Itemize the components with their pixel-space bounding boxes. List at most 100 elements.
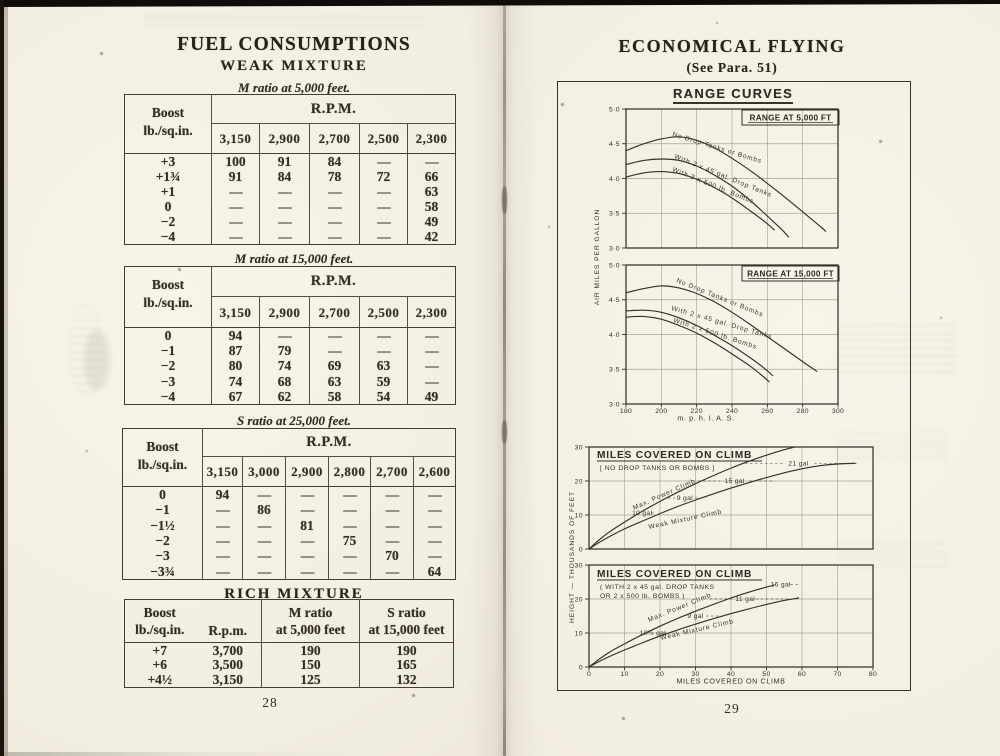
value-cell: —	[259, 198, 310, 214]
table-row: −2— — — —49	[125, 213, 456, 229]
figure-frame	[557, 81, 911, 691]
x-tick-label: 180	[620, 408, 632, 415]
boost-cell: −3¾	[150, 563, 175, 579]
section-heading-weak-mixture: WEAK MIXTURE	[220, 58, 368, 74]
value-cell: 81	[285, 517, 329, 533]
value-cell: 68	[259, 373, 310, 389]
rpm-group-header: R.P.M.	[211, 266, 456, 298]
data-table: Boost lb./sq.in. R.P.M. 3,150 2,900 2,700 2,50…	[124, 94, 456, 245]
boost-header-line: lb./sq.in.	[143, 294, 193, 310]
boost-header-line: Boost	[146, 439, 179, 454]
boost-header-line: Boost	[151, 105, 185, 120]
plot-border	[588, 446, 874, 550]
y-tick-label: 3·0	[609, 245, 620, 252]
series-curve	[625, 285, 818, 372]
table-row: 0— — — —58	[125, 198, 456, 214]
scan-smudge	[84, 330, 110, 390]
value-cell: —	[242, 548, 286, 564]
value-cell: —	[309, 228, 360, 245]
value-cell: 91	[211, 168, 260, 184]
value-cell: —	[259, 327, 310, 344]
chart-title-box	[741, 265, 840, 282]
table-row: −1—86— — — —	[123, 502, 456, 518]
x-tick-label: 80	[869, 671, 877, 678]
boost-cell: −3	[160, 373, 176, 389]
value-cell: 70	[370, 548, 414, 564]
value-cell: —	[242, 563, 286, 580]
value-cell: 66	[407, 168, 456, 184]
book-cover-edge	[4, 0, 8, 756]
value-cell: —	[259, 228, 310, 245]
rpm-column-header: 2,500	[359, 296, 408, 329]
value-cell: 78	[309, 168, 360, 184]
boost-cell: −1	[160, 343, 176, 359]
series-curve	[625, 309, 774, 377]
series-curve	[625, 136, 827, 232]
table-rich-mixture: Boost lb./sq.in. R.p.m. M ratio at 5,000 fee…	[124, 599, 454, 688]
boost-header-line: lb./sq.in.	[143, 122, 193, 138]
boost-cell: −2	[160, 358, 176, 374]
value-cell: 150	[261, 657, 360, 673]
chart-title: MILES COVERED ON CLIMB	[597, 569, 752, 580]
value-cell: —	[202, 563, 243, 580]
boost-header-line: Boost	[151, 277, 185, 292]
value-cell: —	[328, 517, 371, 533]
y-tick-label: 3·5	[609, 367, 620, 374]
value-cell: —	[407, 343, 456, 359]
boost-header-line: lb./sq.in.	[137, 456, 188, 472]
y-tick-label: 10	[575, 630, 583, 637]
chart-title: RANGE AT 15,000 FT	[747, 270, 834, 279]
table-row: +1— — — —63	[125, 183, 456, 199]
annotation-label: 16 gal	[771, 582, 792, 589]
boost-cell: 0	[164, 328, 172, 344]
value-cell: —	[328, 563, 371, 580]
series-curve	[625, 315, 770, 383]
value-cell: 49	[407, 388, 456, 405]
rpm-column-header: 3,150	[211, 296, 260, 329]
rpm-column-header: 2,300	[407, 296, 456, 329]
value-cell: —	[359, 343, 408, 359]
table-row: −3¾ — — — — —64	[123, 563, 456, 580]
value-cell: —	[309, 213, 360, 229]
x-tick-label: 60	[798, 671, 806, 678]
column-header: S ratio at 15,000 feet	[359, 599, 454, 644]
section-heading-rich-mixture: RICH MIXTURE	[224, 586, 364, 602]
x-tick-label: 10	[620, 671, 628, 678]
value-cell: —	[285, 563, 329, 580]
value-cell: —	[259, 213, 310, 229]
value-cell: —	[285, 502, 329, 518]
y-tick-label: 4·0	[609, 332, 620, 339]
y-axis-label-range: AIR MILES PER GALLON	[594, 209, 601, 306]
rpm-column-header: 3,150	[211, 123, 260, 154]
series-curve	[588, 597, 800, 668]
y-tick-label: 5·0	[609, 262, 620, 269]
value-cell: —	[309, 183, 360, 199]
value-cell: —	[407, 327, 456, 344]
y-tick-label: 0	[579, 664, 583, 671]
table-row: −2 80 74 69 63—	[125, 358, 456, 374]
value-cell: 84	[259, 168, 310, 184]
value-cell: 3,150	[212, 671, 243, 687]
table-row: 0 94— — — — —	[123, 486, 456, 503]
chart-subtitle: OR 2 x 500 lb. BOMBS )	[600, 593, 685, 600]
value-cell: 165	[359, 657, 454, 673]
x-tick-label: 240	[726, 408, 738, 415]
x-tick-label: 260	[761, 408, 773, 415]
rpm-group-header: R.P.M.	[211, 94, 456, 124]
series-curve	[588, 462, 856, 550]
value-cell: 79	[259, 343, 310, 359]
table-s-ratio-25000: Boost lb./sq.in. R.P.M. 3,150 3,000 2,900 2,80…	[122, 428, 457, 580]
table-row: +4½ 3,150 125 132	[125, 671, 454, 688]
table-row: −2— — —75— —	[123, 532, 456, 549]
bleedthrough-smudge	[144, 16, 424, 28]
value-cell: 100	[211, 153, 260, 169]
y-tick-label: 3·5	[609, 211, 620, 218]
value-cell: 58	[407, 198, 456, 214]
value-cell: 91	[259, 153, 310, 169]
y-tick-label: 10	[575, 512, 583, 519]
table-caption-s25000: S ratio at 25,000 feet.	[236, 413, 352, 428]
photo-edge-bottom	[0, 752, 360, 756]
y-tick-label: 4·0	[609, 176, 620, 183]
y-tick-label: 4·5	[609, 141, 620, 148]
data-table: Boost lb./sq.in. R.P.M. 3,150 2,900 2,700 2,50…	[124, 266, 456, 405]
